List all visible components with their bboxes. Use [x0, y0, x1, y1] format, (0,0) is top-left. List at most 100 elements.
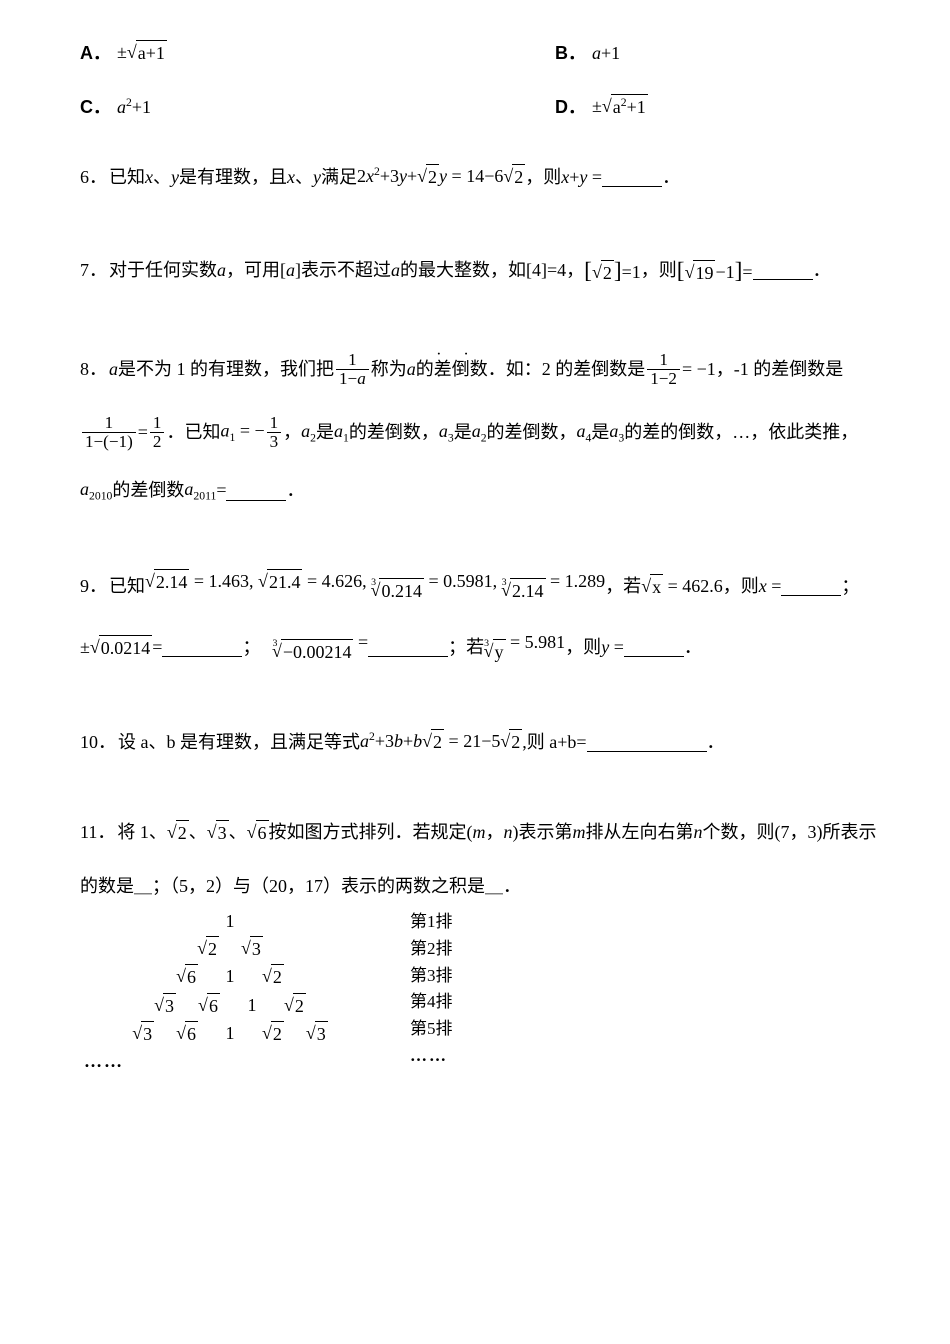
q8-a: a: [109, 357, 118, 382]
pyramid-cell: 1: [220, 964, 240, 990]
option-D: D． ±√a2+1: [555, 94, 950, 120]
q8-l2b: ，: [283, 420, 301, 445]
q6-blank: [602, 168, 662, 187]
q9-line1: 9． 已知 √2.14 = 1.463, √21.4 = 4.626, 3√0.…: [80, 569, 950, 604]
q8-term: 差倒数: [434, 357, 488, 382]
q8-l2c: 是: [316, 420, 334, 445]
q8-l1a: 是不为 1 的有理数，我们把: [118, 357, 334, 382]
q6-text3: 满足: [321, 165, 357, 190]
pyramid-cell: √6: [176, 964, 198, 990]
q7-period: ．: [813, 258, 831, 283]
option-B: B． a+1: [555, 40, 950, 66]
q9-yeq: y =: [601, 635, 624, 660]
q8-l2e2: 是: [591, 420, 609, 445]
pyramid-cell: √2: [197, 936, 219, 962]
row-label: 第4排: [410, 990, 453, 1014]
q8-a-2: a: [407, 357, 416, 382]
row-label: 第1排: [410, 910, 453, 934]
q9-expr3: 3√−0.00214 =: [272, 630, 368, 665]
q7-a: a: [217, 258, 226, 283]
q9-t2: ，若: [605, 574, 641, 599]
q9-blank4: [624, 638, 684, 657]
q11-num: 11．: [80, 820, 115, 845]
q9-semi1: ；: [841, 574, 859, 599]
q11-s1: 、: [189, 820, 207, 845]
q6-sep2: 、: [295, 165, 313, 190]
q10: 10． 设 a、b 是有理数，且满足等式 a2+3b+b√2 = 21−5√2 …: [80, 729, 950, 755]
q11-r6: √6: [247, 820, 269, 846]
q8-num: 8．: [80, 357, 107, 382]
pyramid-dots-left: ……: [80, 1049, 380, 1074]
q7-blank: [753, 261, 813, 280]
q8-l1e: ，-1 的差倒数是: [716, 357, 844, 382]
q11-r2: √2: [167, 820, 189, 846]
q8-line2: 11−(−1)= 12 ．已知 a1 = −13 ， a2 是 a1 的差倒数，…: [80, 414, 950, 451]
q7-bracket-a: [a]: [280, 258, 301, 283]
q7-t5: ，则: [641, 258, 677, 283]
q8-l1b: 称为: [371, 357, 407, 382]
pyramid-row-3: √6 1 √2: [80, 964, 380, 990]
q9-t4: ；若: [448, 635, 484, 660]
pyramid-cell: √3: [132, 1021, 154, 1047]
q10-t2: ,则 a+b=: [522, 730, 586, 755]
q8-blank: [226, 482, 286, 501]
q6-res: x+y =: [561, 165, 602, 190]
q9-t1: 已知: [109, 574, 145, 599]
q8-a2010: a2010: [80, 477, 112, 505]
q9-t3: ，则: [723, 574, 759, 599]
q11-row-labels: 第1排 第2排 第3排 第4排 第5排 ……: [410, 907, 453, 1074]
q7-ex2: [√2]=1: [584, 255, 641, 288]
pyramid-row-4: √3 √6 1 √2: [80, 993, 380, 1019]
q5-options-row2: C． a2+1 D． ±√a2+1: [80, 94, 950, 120]
q9-blank3: [368, 638, 448, 657]
row-label: 第5排: [410, 1017, 453, 1041]
option-A-label: A．: [80, 41, 111, 66]
q8-l2e: 是: [454, 420, 472, 445]
option-D-label: D．: [555, 95, 586, 120]
q10-blank: [587, 733, 707, 752]
q11-pyramid: 1 √2 √3 √6 1 √2 √3 √6 1 √2 √3 √6 1 √2 √3…: [80, 907, 380, 1074]
q9-cbrty: 3√y = 5.981: [484, 630, 565, 665]
q11-line1: 11． 将 1、 √2 、 √3 、 √6 按如图方式排列．若规定( m ， n…: [80, 820, 950, 846]
pyramid-cell: √2: [262, 964, 284, 990]
pyramid-cell: 1: [220, 1021, 240, 1047]
q9-t3b: ，则: [565, 635, 601, 660]
q6-y: y: [171, 165, 179, 190]
q9-expr2: ±√0.0214=: [80, 635, 162, 661]
q7-t3: 表示不超过: [301, 258, 391, 283]
q9-blank2: [162, 638, 242, 657]
q7-a2: a: [391, 258, 400, 283]
q8-l2a: ．已知: [166, 420, 220, 445]
q8-a3: a3: [439, 419, 454, 447]
q8-a3b: a3: [609, 419, 624, 447]
q11-m2: m: [573, 820, 586, 845]
q7-t2: ，可用: [226, 258, 280, 283]
q8-eq: =: [216, 478, 226, 503]
q6-x2: x: [287, 165, 295, 190]
option-C: C． a2+1: [80, 94, 555, 120]
q11-t1: 将 1、: [117, 820, 167, 845]
q9-sqrtx: √x = 462.6: [641, 574, 723, 600]
pyramid-cell: √6: [176, 1021, 198, 1047]
pyramid-cell: √6: [198, 993, 220, 1019]
option-B-label: B．: [555, 41, 586, 66]
q6-text2: 是有理数，且: [179, 165, 287, 190]
q6-sep1: 、: [153, 165, 171, 190]
q8-l1c: 的: [416, 357, 434, 382]
option-D-expr: ±√a2+1: [592, 94, 648, 120]
q8-line1: 8． a 是不为 1 的有理数，我们把 11−a 称为 a 的 差倒数 ．如：2…: [80, 351, 950, 388]
q11-t2: 按如图方式排列．若规定(: [269, 820, 473, 845]
q11-t5: 个数，则(7，3)所表示: [703, 820, 877, 845]
row-label: 第2排: [410, 937, 453, 961]
q6-eq: 2x2+3y+√2y = 14−6√2: [357, 164, 525, 190]
q8-l2g: 的差的倒数，…，依此类推，: [624, 420, 858, 445]
q7-ex1: [4]=4: [526, 258, 566, 283]
q11-line2-text: 的数是＿；（5，2）与（20，17）表示的两数之积是＿．: [80, 874, 521, 899]
option-A-expr: ±√a+1: [117, 40, 167, 66]
q11-m: m: [473, 820, 486, 845]
q11-t3: )表示第: [513, 820, 573, 845]
q10-t1: 设 a、b 是有理数，且满足等式: [118, 730, 360, 755]
q7-t4: 的最大整数，如: [400, 258, 526, 283]
q8-a1: a1: [334, 419, 349, 447]
q6-period: ．: [662, 165, 680, 190]
